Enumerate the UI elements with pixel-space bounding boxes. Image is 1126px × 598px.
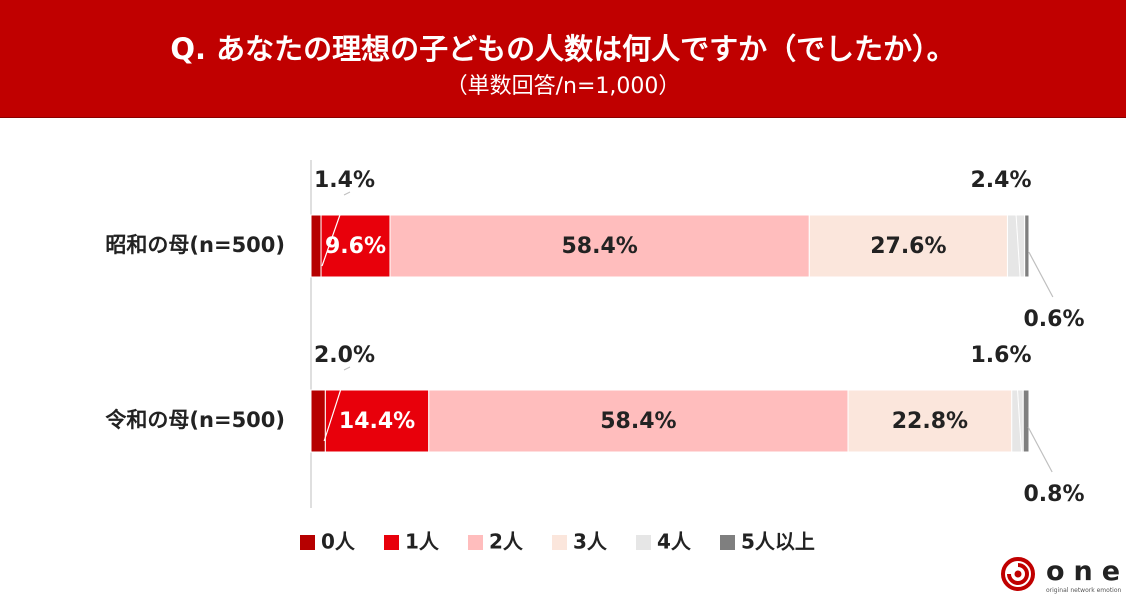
- legend-swatch: [300, 535, 315, 550]
- legend-swatch: [636, 535, 651, 550]
- leader-line: [1027, 426, 1053, 473]
- bar-segment-4: [1006, 214, 1026, 278]
- question-title: Q. あなたの理想の子どもの人数は何人ですか（でしたか）。: [170, 32, 956, 66]
- leader-line: [321, 191, 349, 267]
- data-label: 22.8%: [892, 409, 968, 434]
- leader-line: [1015, 214, 1021, 278]
- data-label: 0.6%: [1023, 307, 1084, 332]
- leader-line: [1017, 389, 1023, 453]
- legend-label: 3人: [573, 530, 608, 554]
- legend-swatch: [384, 535, 399, 550]
- category-label: 昭和の母(n=500): [105, 233, 285, 257]
- leader-line: [343, 191, 351, 196]
- bar-segment-2: [389, 214, 810, 278]
- data-label: 0.8%: [1023, 482, 1084, 507]
- legend-swatch: [720, 535, 735, 550]
- category-label: 令和の母(n=500): [105, 408, 285, 432]
- leader-line: [1028, 251, 1054, 298]
- data-label: 2.0%: [314, 343, 375, 368]
- bar-segment-5: [1024, 214, 1030, 278]
- question-subtitle: （単数回答/n=1,000）: [445, 74, 681, 99]
- legend-label: 4人: [657, 530, 692, 554]
- question-header: Q. あなたの理想の子どもの人数は何人ですか（でしたか）。 （単数回答/n=1,…: [0, 0, 1126, 118]
- bar-segment-0: [310, 389, 326, 453]
- logo-word: one: [1046, 556, 1126, 587]
- swirl-logo-icon: [1001, 557, 1035, 591]
- bar-segment-1: [324, 389, 430, 453]
- data-label: 58.4%: [561, 234, 637, 259]
- leader-line: [343, 366, 351, 371]
- legend-swatch: [468, 535, 483, 550]
- legend-label: 2人: [489, 530, 524, 554]
- data-label: 2.4%: [970, 168, 1031, 193]
- legend-swatch: [552, 535, 567, 550]
- bar-segment-3: [808, 214, 1008, 278]
- one-logo: one original network emotion: [1000, 556, 1122, 596]
- bar-segment-5: [1022, 389, 1030, 453]
- legend-label: 0人: [321, 530, 356, 554]
- data-label: 27.6%: [870, 234, 946, 259]
- data-label: 1.4%: [314, 168, 375, 193]
- leader-line: [323, 366, 349, 442]
- data-label: 1.6%: [970, 343, 1031, 368]
- bar-segment-2: [428, 389, 849, 453]
- data-label: 9.6%: [325, 234, 386, 259]
- bar-segment-4: [1011, 389, 1024, 453]
- bar-segment-3: [847, 389, 1013, 453]
- data-label: 58.4%: [600, 409, 676, 434]
- logo-tagline: original network emotion: [1046, 587, 1122, 594]
- data-label: 14.4%: [339, 409, 415, 434]
- legend-label: 5人以上: [741, 530, 815, 554]
- legend-label: 1人: [405, 530, 440, 554]
- bar-segment-0: [310, 214, 322, 278]
